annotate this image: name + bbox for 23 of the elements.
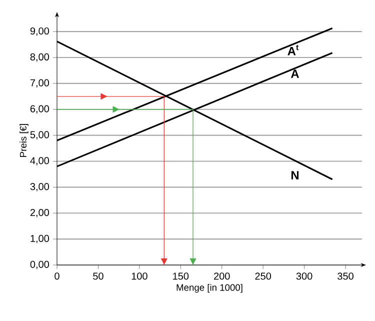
y-tick-label: 3,00 bbox=[30, 183, 50, 192]
x-tick-label: 200 bbox=[214, 272, 230, 280]
y-tick-label: 7,00 bbox=[30, 79, 50, 88]
y-tick-label: 6,00 bbox=[30, 105, 50, 114]
x-tick-label: 0 bbox=[54, 272, 60, 280]
y-tick-label: 4,00 bbox=[30, 157, 50, 166]
series-label: N bbox=[291, 171, 299, 180]
x-tick-label: 300 bbox=[296, 272, 312, 280]
y-tick-label: 8,00 bbox=[30, 53, 50, 62]
y-tick-label: 2,00 bbox=[30, 208, 50, 218]
y-tick-label: 0,00 bbox=[30, 260, 50, 270]
x-axis-title: Menge [in 1000] bbox=[176, 284, 242, 293]
x-tick-label: 250 bbox=[255, 272, 272, 280]
x-tick-label: 100 bbox=[132, 272, 148, 280]
y-tick-label: 5,00 bbox=[30, 131, 50, 140]
x-tick-label: 50 bbox=[93, 272, 104, 280]
y-axis-title: Preis [€] bbox=[20, 124, 28, 157]
x-tick-label: 350 bbox=[338, 272, 354, 280]
x-tick-label: 150 bbox=[173, 272, 189, 280]
series-label: A$^{t}$ bbox=[288, 44, 299, 56]
y-tick-label: 9,00 bbox=[30, 27, 50, 36]
series-label: A bbox=[290, 70, 299, 78]
y-tick-label: 1,00 bbox=[30, 234, 50, 244]
